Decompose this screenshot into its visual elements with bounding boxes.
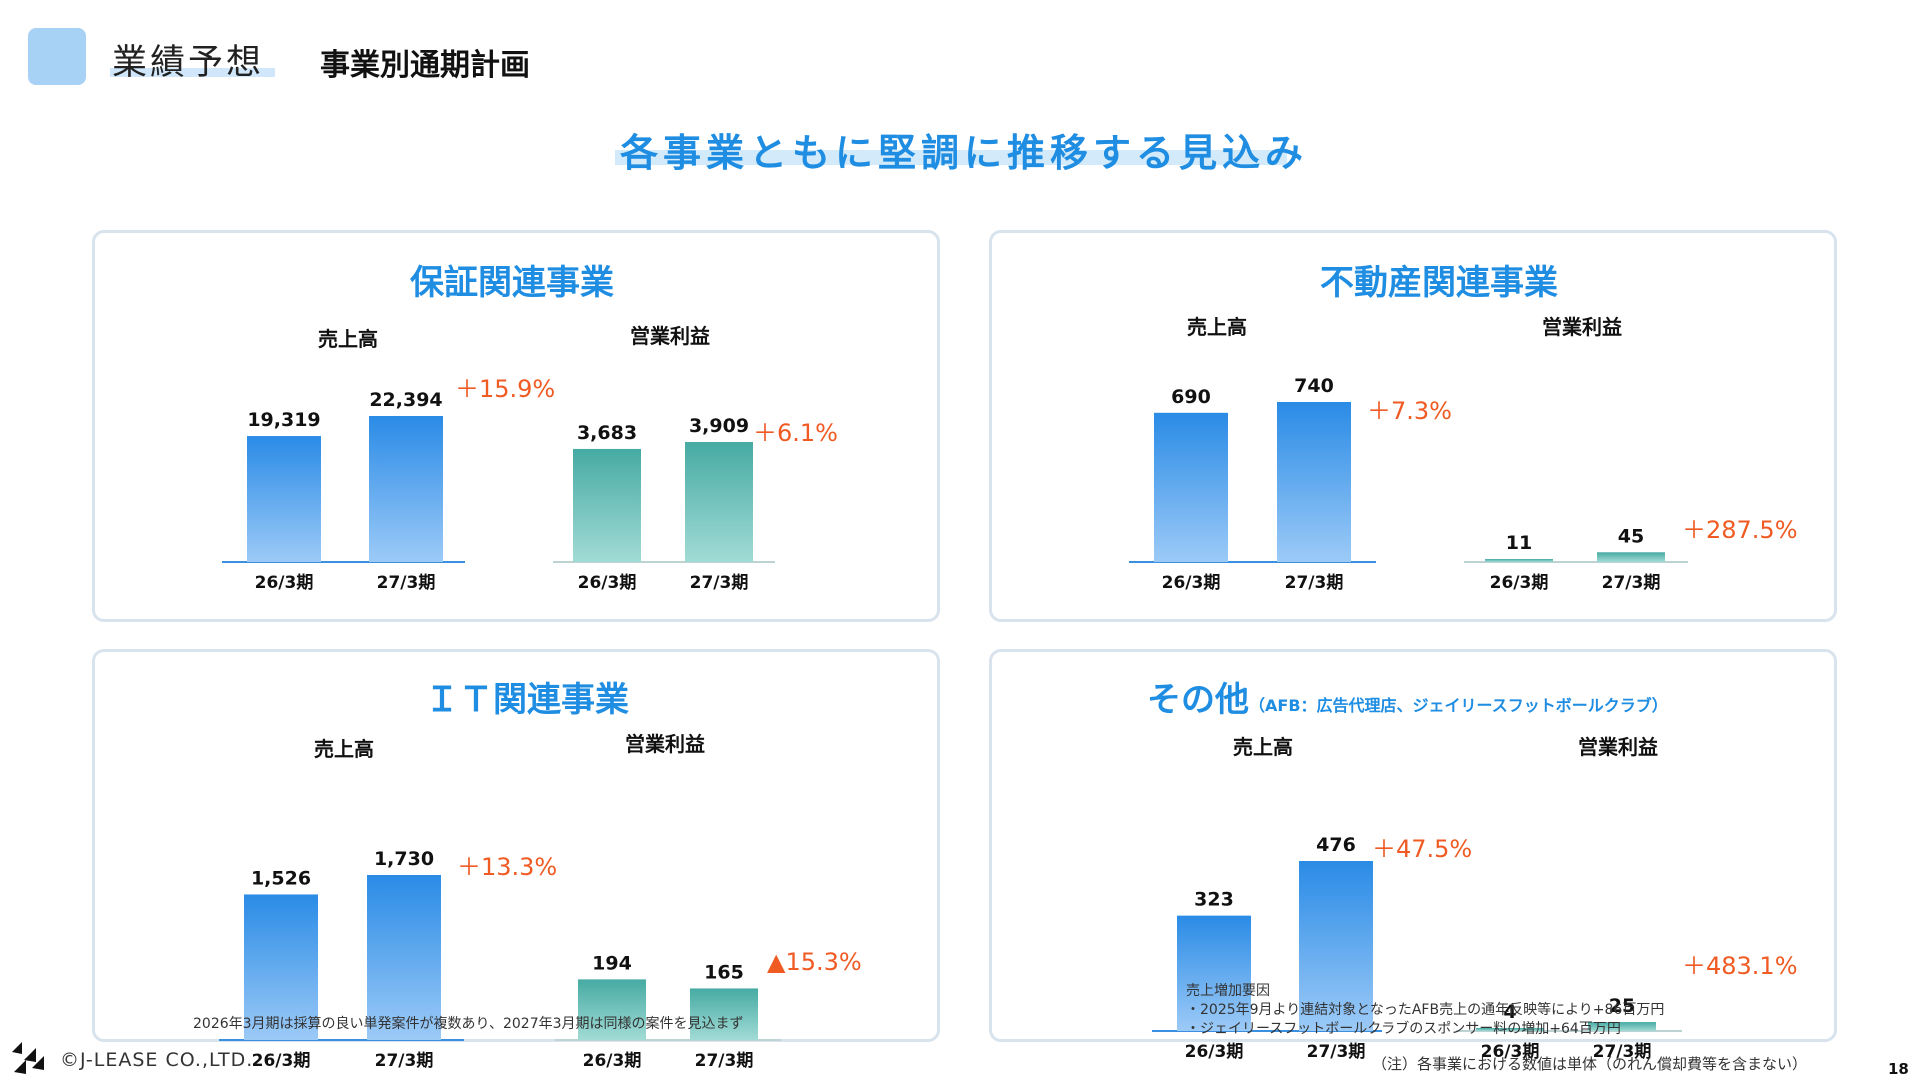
data-label: 19,319: [247, 409, 320, 431]
bar: [1299, 861, 1373, 1031]
data-label: 740: [1294, 375, 1334, 397]
bar: [690, 988, 758, 1040]
bar: [247, 436, 321, 562]
page-number: 18: [1888, 1060, 1909, 1078]
tick-label: 26/3期: [1185, 1042, 1244, 1062]
increase-factors-heading: 売上増加要因: [1186, 983, 1270, 999]
chart-other-sales: 323 26/3期 476 27/3期 ＋47.5%: [1152, 834, 1472, 1062]
footer-note: （注）各事業における数値は単体（のれん償却費等を含まない）: [1372, 1055, 1808, 1073]
bar: [1177, 915, 1251, 1031]
data-label: 165: [704, 961, 744, 983]
data-label: 45: [1618, 525, 1644, 547]
change-label: ＋15.9%: [455, 375, 555, 403]
headline: 各事業ともに堅調に推移する見込み: [620, 131, 1309, 175]
data-label: 1,526: [251, 867, 311, 889]
data-label: 11: [1506, 532, 1532, 554]
tick-label: 26/3期: [255, 573, 314, 593]
panel-title: 保証関連事業: [410, 263, 614, 303]
data-label: 3,683: [577, 422, 637, 444]
chart-realestate-sales: 690 26/3期 740 27/3期 ＋7.3%: [1129, 375, 1452, 593]
increase-factor-item: ・2025年9月より連結対象となったAFB売上の通年反映等により+86百万円: [1186, 1002, 1665, 1018]
tick-label: 26/3期: [578, 573, 637, 593]
chart-guarantee-sales: 19,319 26/3期 22,394 27/3期 ＋15.9%: [222, 375, 555, 593]
panel-title: 不動産関連事業: [1320, 263, 1558, 303]
it-footnote: 2026年3月期は採算の良い単発案件が複数あり、2027年3月期は同様の案件を見…: [193, 1016, 744, 1032]
tick-label: 27/3期: [1307, 1042, 1366, 1062]
chart-other-profit: 4 26/3期 25 27/3期 ＋483.1%: [1456, 952, 1798, 1062]
panel-title: ＩＴ関連事業: [425, 680, 629, 720]
change-label: ＋13.3%: [457, 853, 557, 881]
increase-factors: 売上増加要因 ・2025年9月より連結対象となったAFB売上の通年反映等により+…: [1186, 982, 1746, 1042]
bar: [1485, 559, 1553, 562]
tick-label: 26/3期: [252, 1051, 311, 1071]
page-subtitle: 事業別通期計画: [320, 48, 530, 83]
tick-label: 27/3期: [695, 1051, 754, 1071]
section-title: 業績予想: [112, 43, 265, 83]
tick-label: 27/3期: [690, 573, 749, 593]
data-label: 3,909: [689, 415, 749, 437]
change-label: ＋287.5%: [1682, 516, 1798, 544]
change-label: ＋47.5%: [1372, 835, 1472, 863]
panel-real-estate: 不動産関連事業 売上高 営業利益 690 26/3期 740 27/3期 ＋7.3% 1…: [989, 230, 1837, 622]
change-label: ▲15.3%: [767, 948, 862, 976]
panel-other: その他（AFB：広告代理店、ジェイリースフットボールクラブ） 売上高 営業利益 …: [989, 649, 1837, 1062]
data-label: 25: [1609, 995, 1635, 1017]
bar: [573, 448, 641, 562]
data-label: 1,730: [374, 848, 434, 870]
chart-it-profit: 194 26/3期 165 27/3期 ▲15.3%: [555, 948, 862, 1071]
chart-it-sales: 1,526 26/3期 1,730 27/3期 ＋13.3%: [219, 848, 557, 1071]
chart-realestate-profit: 11 26/3期 45 27/3期 ＋287.5%: [1464, 516, 1798, 593]
bar: [1154, 412, 1228, 562]
tick-label: 27/3期: [377, 573, 436, 593]
panel-title-note: （AFB：広告代理店、ジェイリースフットボールクラブ）: [1249, 696, 1668, 715]
bar: [1476, 1028, 1544, 1031]
headline-highlight: [615, 150, 1287, 165]
company-logo: [12, 1042, 44, 1074]
profit-label: 営業利益: [1578, 735, 1658, 759]
tick-label: 27/3期: [1602, 573, 1661, 593]
tick-label: 26/3期: [1481, 1042, 1540, 1062]
tick-label: 26/3期: [583, 1051, 642, 1071]
data-label: 690: [1171, 386, 1211, 408]
sales-label: 売上高: [1233, 735, 1293, 759]
tick-label: 26/3期: [1162, 573, 1221, 593]
increase-factor-item: ・ジェイリースフットボールクラブのスポンサー料の増加+64百万円: [1186, 1021, 1621, 1037]
bar: [578, 979, 646, 1040]
chart-guarantee-profit: 3,683 26/3期 3,909 27/3期 ＋6.1%: [553, 415, 838, 593]
data-label: 4: [1503, 1001, 1516, 1023]
tick-label: 27/3期: [375, 1051, 434, 1071]
section-marker: [28, 28, 86, 85]
data-label: 22,394: [369, 389, 442, 411]
bar: [244, 894, 318, 1040]
profit-label: 営業利益: [1542, 315, 1622, 339]
bar: [367, 875, 441, 1040]
bar: [685, 442, 753, 562]
sales-label: 売上高: [318, 327, 378, 351]
sales-label: 売上高: [314, 737, 374, 761]
tick-label: 26/3期: [1490, 573, 1549, 593]
panel-it: ＩＴ関連事業 売上高 営業利益 1,526 26/3期 1,730 27/3期 ＋13.…: [92, 649, 940, 1071]
section-title-underline: [110, 68, 275, 77]
data-label: 476: [1316, 834, 1356, 856]
change-label: ＋7.3%: [1367, 397, 1452, 425]
tick-label: 27/3期: [1285, 573, 1344, 593]
bar: [1597, 552, 1665, 562]
data-label: 323: [1194, 889, 1234, 911]
panel-title: その他（AFB：広告代理店、ジェイリースフットボールクラブ）: [1147, 672, 1668, 721]
profit-label: 営業利益: [625, 732, 705, 756]
change-label: ＋6.1%: [753, 419, 838, 447]
data-label: 194: [592, 952, 632, 974]
tick-label: 27/3期: [1593, 1042, 1652, 1062]
panel-title-text: その他: [1147, 680, 1249, 720]
copyright: ©J-LEASE CO.,LTD.: [60, 1049, 254, 1071]
bar: [369, 416, 443, 562]
sales-label: 売上高: [1187, 315, 1247, 339]
profit-label: 営業利益: [630, 324, 710, 348]
bar: [1588, 1022, 1656, 1031]
panel-guarantee: 保証関連事業 売上高 営業利益 19,319 26/3期 22,394 27/3期 ＋1…: [92, 230, 940, 622]
bar: [1277, 402, 1351, 562]
change-label: ＋483.1%: [1682, 952, 1798, 980]
